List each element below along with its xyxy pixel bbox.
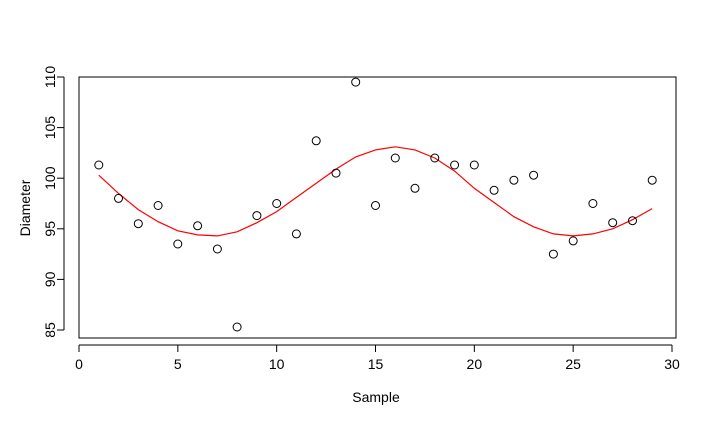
data-point	[351, 77, 361, 87]
y-tick-label: 105	[42, 116, 58, 140]
x-axis: 0 5 10 15 20 25 30	[75, 344, 680, 372]
y-axis: 85 90 95 100 105 110	[42, 66, 65, 338]
x-tick-label: 25	[565, 356, 581, 372]
data-point	[272, 199, 282, 208]
y-tick-label: 110	[42, 66, 58, 89]
data-point	[608, 218, 618, 228]
x-tick-label: 0	[75, 356, 83, 372]
plot-box	[78, 76, 677, 339]
data-point	[331, 168, 341, 178]
x-tick-label: 20	[467, 356, 483, 372]
data-point	[548, 249, 558, 259]
y-tick-label: 100	[42, 166, 58, 190]
x-tick-label: 15	[368, 356, 384, 372]
data-point	[212, 244, 222, 254]
x-axis-title: Sample	[352, 389, 400, 405]
x-tick-label: 5	[174, 356, 182, 372]
data-point	[371, 201, 380, 210]
data-point	[410, 183, 420, 193]
data-point	[450, 160, 460, 170]
data-point	[153, 201, 163, 210]
data-point	[628, 216, 637, 226]
data-point	[647, 175, 657, 185]
data-points	[94, 77, 657, 332]
data-point	[114, 193, 123, 203]
data-point	[489, 185, 499, 195]
y-axis-title: Diameter	[17, 179, 33, 236]
data-point	[94, 160, 104, 170]
data-point	[133, 219, 143, 229]
x-tick-label: 30	[664, 356, 680, 372]
data-point	[588, 199, 598, 208]
data-point	[291, 229, 301, 239]
y-tick-label: 95	[42, 221, 58, 237]
data-point	[509, 175, 519, 185]
y-tick-label: 90	[42, 271, 58, 287]
data-point	[252, 211, 262, 221]
data-point	[193, 221, 203, 231]
data-point	[173, 239, 183, 249]
data-point	[311, 136, 321, 146]
x-tick-label: 10	[269, 356, 285, 372]
data-point	[430, 153, 440, 163]
y-tick-label: 85	[42, 322, 58, 338]
data-point	[232, 322, 242, 332]
fit-curve	[98, 146, 653, 237]
data-point	[469, 160, 479, 170]
data-point	[390, 153, 400, 163]
data-point	[529, 170, 539, 180]
data-point	[568, 236, 578, 246]
